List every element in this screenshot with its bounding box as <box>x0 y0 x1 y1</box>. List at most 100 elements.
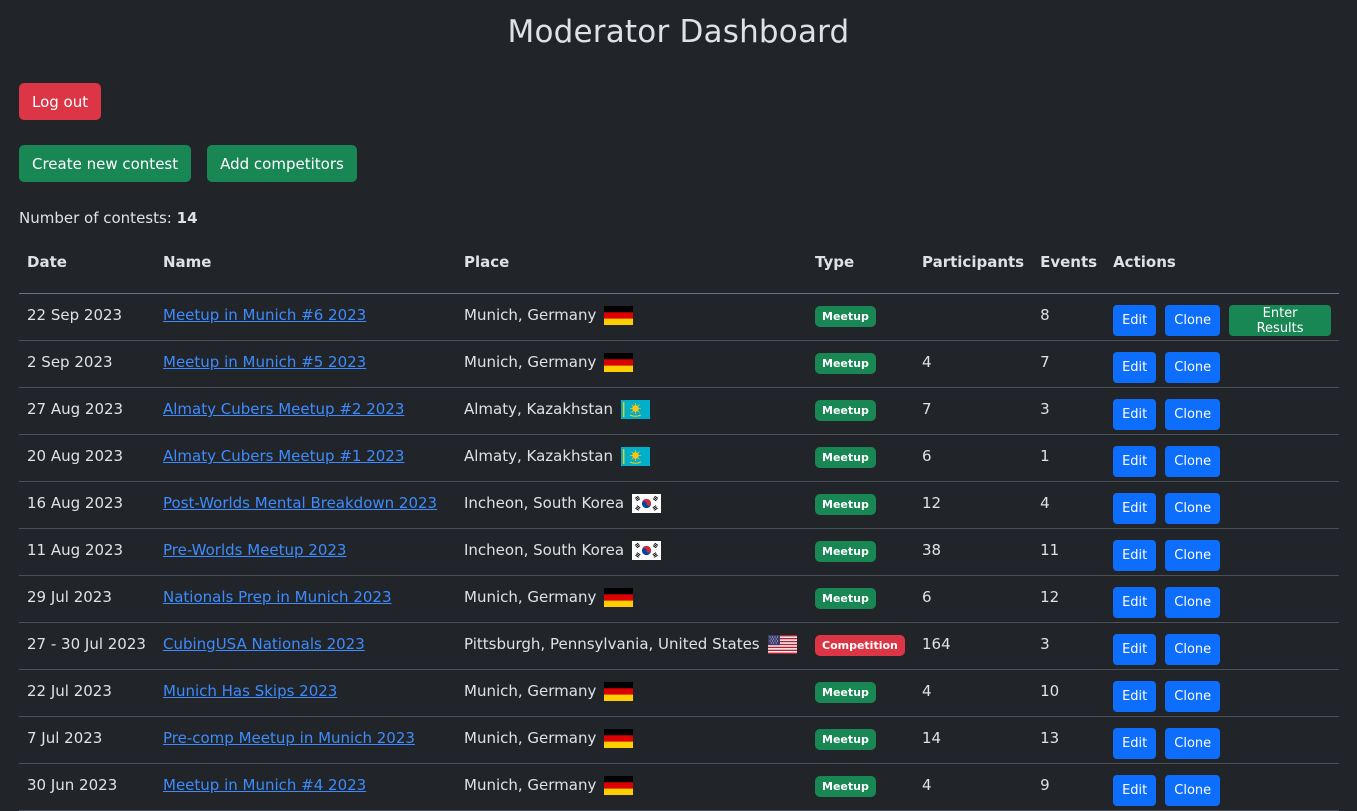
table-row: 11 Aug 2023 Pre-Worlds Meetup 2023 Inche… <box>19 528 1339 576</box>
contest-participants: 6 <box>922 588 932 606</box>
edit-button[interactable]: Edit <box>1113 352 1157 383</box>
edit-button[interactable]: Edit <box>1113 728 1157 759</box>
cell-type: Meetup <box>807 763 914 811</box>
contest-events: 9 <box>1040 776 1050 794</box>
germany-flag-icon <box>604 776 634 795</box>
clone-button[interactable]: Clone <box>1165 634 1221 665</box>
logout-button[interactable]: Log out <box>19 83 102 120</box>
contest-date: 2 Sep 2023 <box>27 353 113 371</box>
cell-actions: Edit Clone <box>1105 763 1339 811</box>
contest-participants: 164 <box>922 635 951 653</box>
contest-participants: 4 <box>922 682 932 700</box>
edit-button[interactable]: Edit <box>1113 305 1157 336</box>
cell-events: 7 <box>1032 340 1106 388</box>
contest-type-badge: Meetup <box>815 353 876 374</box>
column-header-events: Events <box>1032 253 1106 294</box>
contest-name-link[interactable]: Munich Has Skips 2023 <box>163 682 338 700</box>
cell-participants: 38 <box>914 528 1033 576</box>
cell-events: 3 <box>1032 622 1106 670</box>
contest-place: Munich, Germany <box>464 682 634 701</box>
table-row: 29 Jul 2023 Nationals Prep in Munich 202… <box>19 575 1339 623</box>
cell-date: 29 Jul 2023 <box>19 575 155 623</box>
cell-actions: Edit Clone <box>1105 622 1339 670</box>
contest-participants: 4 <box>922 776 932 794</box>
contest-name-link[interactable]: Almaty Cubers Meetup #1 2023 <box>163 447 405 465</box>
south-korea-flag-icon <box>632 541 662 560</box>
edit-button[interactable]: Edit <box>1113 775 1157 806</box>
contest-type-badge: Meetup <box>815 682 876 703</box>
contest-place: Almaty, Kazakhstan <box>464 400 650 419</box>
edit-button[interactable]: Edit <box>1113 446 1157 477</box>
contest-name-link[interactable]: Nationals Prep in Munich 2023 <box>163 588 392 606</box>
cell-date: 27 Aug 2023 <box>19 387 155 435</box>
clone-button[interactable]: Clone <box>1165 775 1221 806</box>
contest-name-link[interactable]: Meetup in Munich #4 2023 <box>163 776 367 794</box>
cell-date: 20 Aug 2023 <box>19 434 155 482</box>
cell-place: Munich, Germany <box>456 716 807 764</box>
cell-name: Pre-comp Meetup in Munich 2023 <box>155 716 456 764</box>
clone-button[interactable]: Clone <box>1165 493 1221 524</box>
cell-events: 3 <box>1032 387 1106 435</box>
cell-name: CubingUSA Nationals 2023 <box>155 622 456 670</box>
clone-button[interactable]: Clone <box>1165 399 1221 430</box>
cell-place: Almaty, Kazakhstan <box>456 387 807 435</box>
clone-button[interactable]: Clone <box>1165 728 1221 759</box>
edit-button[interactable]: Edit <box>1113 540 1157 571</box>
clone-button[interactable]: Clone <box>1165 352 1221 383</box>
cell-place: Munich, Germany <box>456 669 807 717</box>
contest-name-link[interactable]: Pre-Worlds Meetup 2023 <box>163 541 347 559</box>
contests-table-body: 22 Sep 2023 Meetup in Munich #6 2023 Mun… <box>19 293 1339 811</box>
cell-actions: Edit Clone <box>1105 340 1339 388</box>
cell-participants: 7 <box>914 387 1033 435</box>
column-header-actions: Actions <box>1105 253 1339 294</box>
edit-button[interactable]: Edit <box>1113 681 1157 712</box>
cell-actions: Edit Clone <box>1105 481 1339 529</box>
contest-date: 20 Aug 2023 <box>27 447 124 465</box>
contest-name-link[interactable]: Meetup in Munich #5 2023 <box>163 353 367 371</box>
cell-participants: 12 <box>914 481 1033 529</box>
add-competitors-button[interactable]: Add competitors <box>207 145 357 182</box>
usa-flag-icon <box>767 635 797 654</box>
create-contest-button[interactable]: Create new contest <box>19 145 192 182</box>
contest-name-link[interactable]: Pre-comp Meetup in Munich 2023 <box>163 729 415 747</box>
clone-button[interactable]: Clone <box>1165 446 1221 477</box>
cell-place: Munich, Germany <box>456 575 807 623</box>
clone-button[interactable]: Clone <box>1165 681 1221 712</box>
cell-events: 13 <box>1032 716 1106 764</box>
contest-events: 11 <box>1040 541 1060 559</box>
germany-flag-icon <box>604 353 634 372</box>
row-actions: Edit Clone <box>1113 446 1331 477</box>
contest-name-link[interactable]: CubingUSA Nationals 2023 <box>163 635 365 653</box>
cell-type: Meetup <box>807 575 914 623</box>
edit-button[interactable]: Edit <box>1113 399 1157 430</box>
contest-name-link[interactable]: Almaty Cubers Meetup #2 2023 <box>163 400 405 418</box>
south-korea-flag-icon <box>632 494 662 513</box>
contest-events: 12 <box>1040 588 1060 606</box>
contest-place-text: Almaty, Kazakhstan <box>464 400 613 418</box>
cell-participants: 4 <box>914 340 1033 388</box>
row-actions: Edit Clone <box>1113 493 1331 524</box>
edit-button[interactable]: Edit <box>1113 493 1157 524</box>
clone-button[interactable]: Clone <box>1165 305 1221 336</box>
clone-button[interactable]: Clone <box>1165 587 1221 618</box>
clone-button[interactable]: Clone <box>1165 540 1221 571</box>
table-row: 2 Sep 2023 Meetup in Munich #5 2023 Muni… <box>19 340 1339 388</box>
contest-place-text: Munich, Germany <box>464 729 597 747</box>
contest-name-link[interactable]: Meetup in Munich #6 2023 <box>163 306 367 324</box>
cell-participants: 14 <box>914 716 1033 764</box>
cell-place: Pittsburgh, Pennsylvania, United States <box>456 622 807 670</box>
cell-name: Almaty Cubers Meetup #1 2023 <box>155 434 456 482</box>
cell-name: Nationals Prep in Munich 2023 <box>155 575 456 623</box>
edit-button[interactable]: Edit <box>1113 634 1157 665</box>
contest-participants: 12 <box>922 494 942 512</box>
edit-button[interactable]: Edit <box>1113 587 1157 618</box>
column-header-date: Date <box>19 253 155 294</box>
contest-date: 16 Aug 2023 <box>27 494 124 512</box>
contest-name-link[interactable]: Post-Worlds Mental Breakdown 2023 <box>163 494 438 512</box>
germany-flag-icon <box>604 588 634 607</box>
enter-results-button[interactable]: Enter Results <box>1229 305 1331 336</box>
table-row: 30 Jun 2023 Meetup in Munich #4 2023 Mun… <box>19 763 1339 811</box>
contest-participants: 38 <box>922 541 942 559</box>
contest-place-text: Almaty, Kazakhstan <box>464 447 613 465</box>
contest-place-text: Pittsburgh, Pennsylvania, United States <box>464 635 760 653</box>
